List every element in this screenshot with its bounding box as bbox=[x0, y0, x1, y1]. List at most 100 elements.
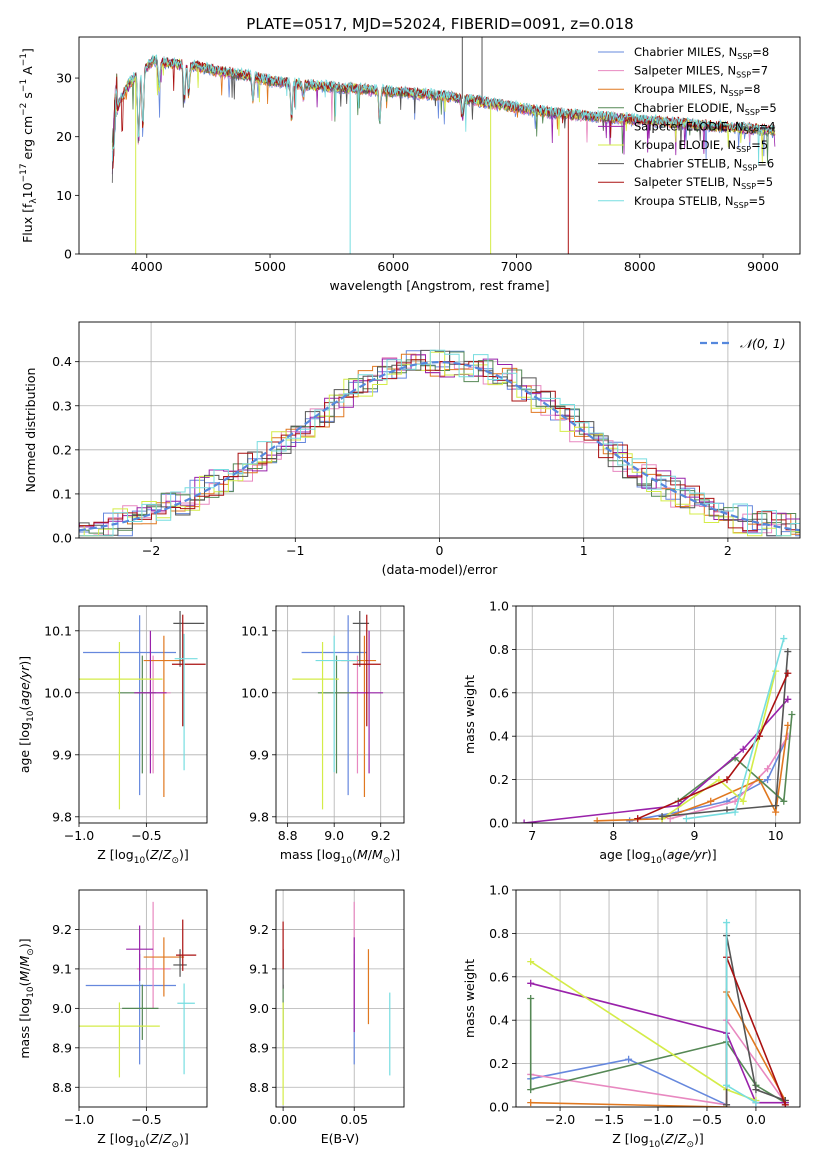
weight-marker-chabrier_stelib bbox=[772, 802, 780, 810]
weight-marker-kroupa_miles bbox=[707, 797, 715, 805]
weight-marker-kroupa_stelib bbox=[723, 919, 731, 927]
label-part: )] bbox=[390, 847, 400, 862]
label-part: Kroupa MILES, N bbox=[634, 82, 729, 96]
x-tick-label: −0.5 bbox=[131, 828, 161, 843]
weight-plot-mass_weight_vs_Z bbox=[527, 919, 789, 1107]
legend-label-kroupa_stelib: Kroupa STELIB, NSSP=5 bbox=[634, 194, 765, 210]
label-part: )] bbox=[694, 1131, 704, 1146]
x-tick-label: −0.5 bbox=[131, 1112, 161, 1127]
label-part: Z bbox=[162, 1131, 172, 1146]
x-tick-label: 7000 bbox=[501, 259, 533, 274]
label-part: s bbox=[20, 92, 35, 103]
label-part: ⊙ bbox=[171, 856, 179, 866]
y-tick-label: 0.2 bbox=[489, 1056, 509, 1071]
histogram-kroupa_elodie bbox=[79, 351, 800, 537]
axes-mass_vs_Z: −1.0 −0.5 8.8 8.9 9.0 9.1 9.2 bbox=[52, 890, 207, 1127]
y-tick-label: 0.0 bbox=[489, 1100, 509, 1115]
weight-marker-kroupa_stelib bbox=[682, 815, 690, 823]
x-axis-label: Z [log10(Z/Z⊙)] bbox=[97, 1131, 189, 1150]
label-part: ( bbox=[660, 1131, 665, 1146]
weight-marker-kroupa_stelib bbox=[752, 1099, 760, 1107]
weight-line-chabrier_elodie bbox=[677, 714, 793, 803]
label-part: erg cm bbox=[20, 116, 35, 164]
label-part: SSP bbox=[742, 164, 757, 173]
errorbar-plot-mass_vs_Z bbox=[79, 901, 197, 1078]
y-tick-label: 9.8 bbox=[52, 809, 72, 824]
weight-marker-chabrier_elodie bbox=[527, 1086, 535, 1094]
label-part: )] bbox=[17, 938, 32, 948]
x-tick-label: 9 bbox=[691, 828, 699, 843]
histogram-salpeter_miles bbox=[79, 354, 800, 537]
label-part: ( bbox=[352, 847, 357, 862]
weight-marker-salpeter_stelib bbox=[784, 669, 792, 677]
weight-marker-chabrier_elodie bbox=[788, 711, 796, 718]
histogram-salpeter_elodie bbox=[79, 354, 800, 537]
label-part: Z bbox=[149, 1131, 159, 1146]
label-part: 10 bbox=[20, 182, 35, 198]
x-tick-label: −1.5 bbox=[594, 1112, 624, 1127]
weight-line-kroupa_elodie bbox=[661, 670, 777, 820]
axes-frame bbox=[78, 889, 208, 1108]
x-tick-label: −1.0 bbox=[643, 1112, 673, 1127]
x-tick-label: 9.0 bbox=[324, 828, 344, 843]
y-tick-label: 9.0 bbox=[249, 1001, 269, 1016]
label-part: / bbox=[368, 847, 373, 862]
label-part: Kroupa STELIB, N bbox=[634, 194, 734, 208]
x-axis-label: mass [log10(M/M⊙)] bbox=[280, 847, 400, 866]
weight-marker-kroupa_miles bbox=[527, 1099, 535, 1107]
label-part: Salpeter STELIB, N bbox=[634, 175, 741, 189]
weight-marker-salpeter_stelib bbox=[723, 776, 731, 784]
label-part: Z [log bbox=[97, 847, 133, 862]
label-part: mass [log bbox=[280, 847, 341, 862]
label-part: age/yr bbox=[667, 847, 708, 862]
figure-title: PLATE=0517, MJD=52024, FIBERID=0091, z=0… bbox=[246, 15, 633, 33]
y-tick-label: 9.1 bbox=[249, 961, 269, 976]
weight-marker-kroupa_miles bbox=[772, 808, 780, 816]
label-part: 10 bbox=[134, 1140, 146, 1150]
label-part: / bbox=[674, 1131, 679, 1146]
label-part: Z [log bbox=[612, 1131, 648, 1146]
y-tick-label: 0.2 bbox=[489, 772, 509, 787]
weight-marker-kroupa_stelib bbox=[723, 1081, 731, 1089]
weight-marker-chabrier_stelib bbox=[784, 648, 792, 656]
weight-marker-chabrier_stelib bbox=[723, 1101, 731, 1107]
spectrum-plot bbox=[111, 37, 776, 254]
y-tick-label: 9.9 bbox=[249, 747, 269, 762]
y-tick-label: 20 bbox=[56, 129, 72, 144]
y-tick-label: 0.4 bbox=[489, 1013, 509, 1028]
y-axis-label: Normed distribution bbox=[23, 368, 38, 493]
y-tick-label: 9.9 bbox=[52, 747, 72, 762]
errorbar-plot-age_vs_Z bbox=[79, 610, 206, 810]
weight-marker-kroupa_elodie bbox=[527, 958, 535, 966]
y-axis-label: mass weight bbox=[462, 959, 477, 1038]
label-part: / bbox=[159, 847, 164, 862]
y-tick-label: 30 bbox=[56, 71, 72, 86]
x-tick-label: 8 bbox=[609, 828, 617, 843]
label-part: )] bbox=[707, 847, 717, 862]
normal-curve bbox=[79, 360, 800, 532]
y-tick-label: 0.0 bbox=[489, 816, 509, 831]
legend-label-salpeter_elodie: Salpeter ELODIE, NSSP=4 bbox=[634, 119, 776, 135]
axes-mass_weight_vs_age: 7 8 9 10 0.0 0.2 0.4 0.6 0.8 1.0 bbox=[489, 599, 800, 843]
legend-label-kroupa_elodie: Kroupa ELODIE, NSSP=5 bbox=[634, 138, 768, 154]
y-tick-label: 0.8 bbox=[489, 926, 509, 941]
legend-label-chabrier_elodie: Chabrier ELODIE, NSSP=5 bbox=[634, 101, 777, 117]
weight-line-chabrier_stelib bbox=[662, 651, 789, 818]
label-part: SSP bbox=[734, 201, 749, 210]
x-tick-label: 10 bbox=[768, 828, 784, 843]
x-axis-label: Z [log10(Z/Z⊙)] bbox=[97, 847, 189, 866]
label-part: ] bbox=[20, 48, 35, 53]
y-tick-label: 9.2 bbox=[52, 922, 72, 937]
label-part: )] bbox=[179, 1131, 189, 1146]
weight-marker-kroupa_stelib bbox=[780, 635, 788, 643]
label-part: A bbox=[20, 66, 35, 79]
label-part: / bbox=[159, 1131, 164, 1146]
x-tick-label: 0 bbox=[436, 543, 444, 558]
label-part: ⊙ bbox=[383, 856, 391, 866]
x-tick-label: 0.00 bbox=[269, 1112, 297, 1127]
x-axis-label: E(B-V) bbox=[321, 1131, 360, 1146]
x-tick-label: 9000 bbox=[747, 259, 779, 274]
label-part: Z bbox=[664, 1131, 674, 1146]
label-part: =8 bbox=[752, 45, 769, 59]
y-tick-label: 9.2 bbox=[249, 922, 269, 937]
